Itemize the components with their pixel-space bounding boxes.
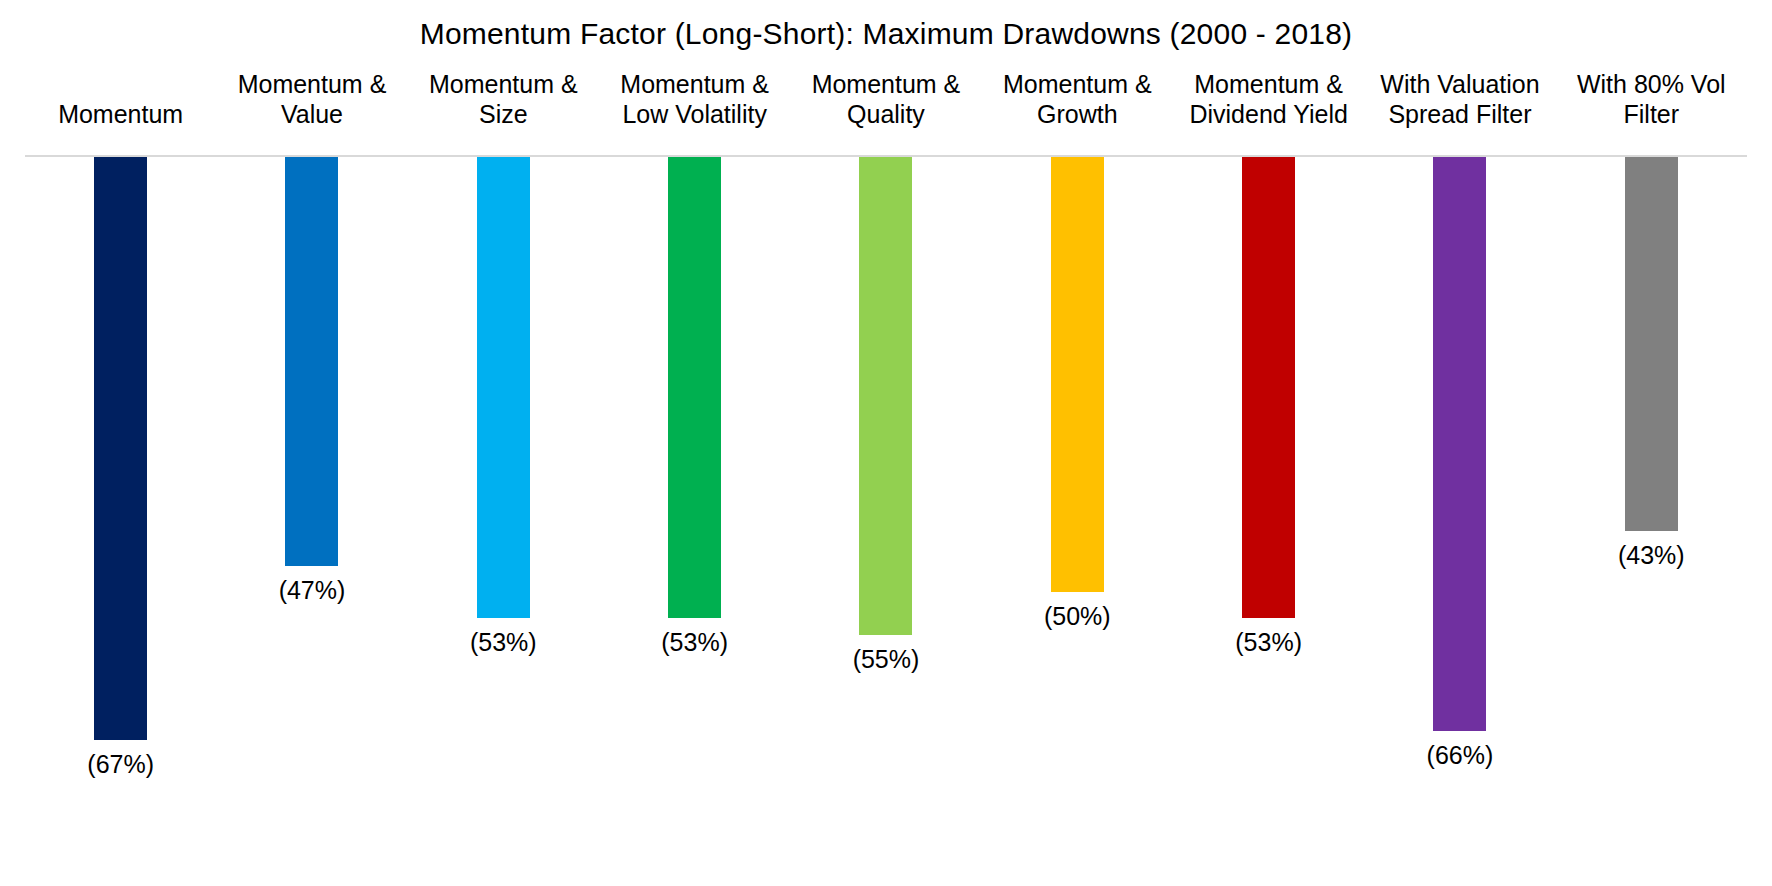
plot-area: (67%) (47%) (53%) (53%) (55%) (50%) (53%) (66%)… [25,155,1747,779]
value-label: (66%) [1427,741,1494,770]
value-label: (47%) [279,576,346,605]
value-label: (55%) [853,645,920,674]
drawdown-bar[interactable] [859,157,912,635]
drawdown-bar[interactable] [668,157,721,618]
chart-column: (47%) [216,157,407,605]
value-label: (67%) [87,750,154,779]
value-label: (53%) [661,628,728,657]
category-label: Momentum & Quality [790,70,981,129]
chart-column: (50%) [982,157,1173,631]
chart-column: (55%) [790,157,981,674]
drawdown-bar[interactable] [1625,157,1678,531]
drawdown-bar[interactable] [285,157,338,566]
chart-column: (66%) [1364,157,1555,770]
drawdown-bar[interactable] [94,157,147,740]
category-label: With 80% Vol Filter [1556,70,1747,129]
bar-chart: Momentum Factor (Long-Short): Maximum Dr… [25,0,1747,779]
drawdown-bar[interactable] [1051,157,1104,592]
category-labels-row: MomentumMomentum & ValueMomentum & SizeM… [25,70,1747,129]
category-label: Momentum & Size [408,70,599,129]
category-label: Momentum & Value [216,70,407,129]
chart-column: (67%) [25,157,216,779]
chart-title: Momentum Factor (Long-Short): Maximum Dr… [25,14,1747,54]
chart-column: (43%) [1556,157,1747,570]
value-label: (50%) [1044,602,1111,631]
drawdown-bar[interactable] [1242,157,1295,618]
value-label: (53%) [1235,628,1302,657]
drawdown-bar[interactable] [1433,157,1486,731]
category-label: With Valuation Spread Filter [1364,70,1555,129]
category-label: Momentum & Growth [982,70,1173,129]
category-label: Momentum & Dividend Yield [1173,70,1364,129]
value-label: (43%) [1618,541,1685,570]
category-label: Momentum [25,100,216,130]
value-label: (53%) [470,628,537,657]
chart-column: (53%) [1173,157,1364,657]
chart-column: (53%) [408,157,599,657]
chart-column: (53%) [599,157,790,657]
drawdown-bar[interactable] [477,157,530,618]
chart-page: Momentum Factor (Long-Short): Maximum Dr… [0,0,1772,886]
category-label: Momentum & Low Volatility [599,70,790,129]
